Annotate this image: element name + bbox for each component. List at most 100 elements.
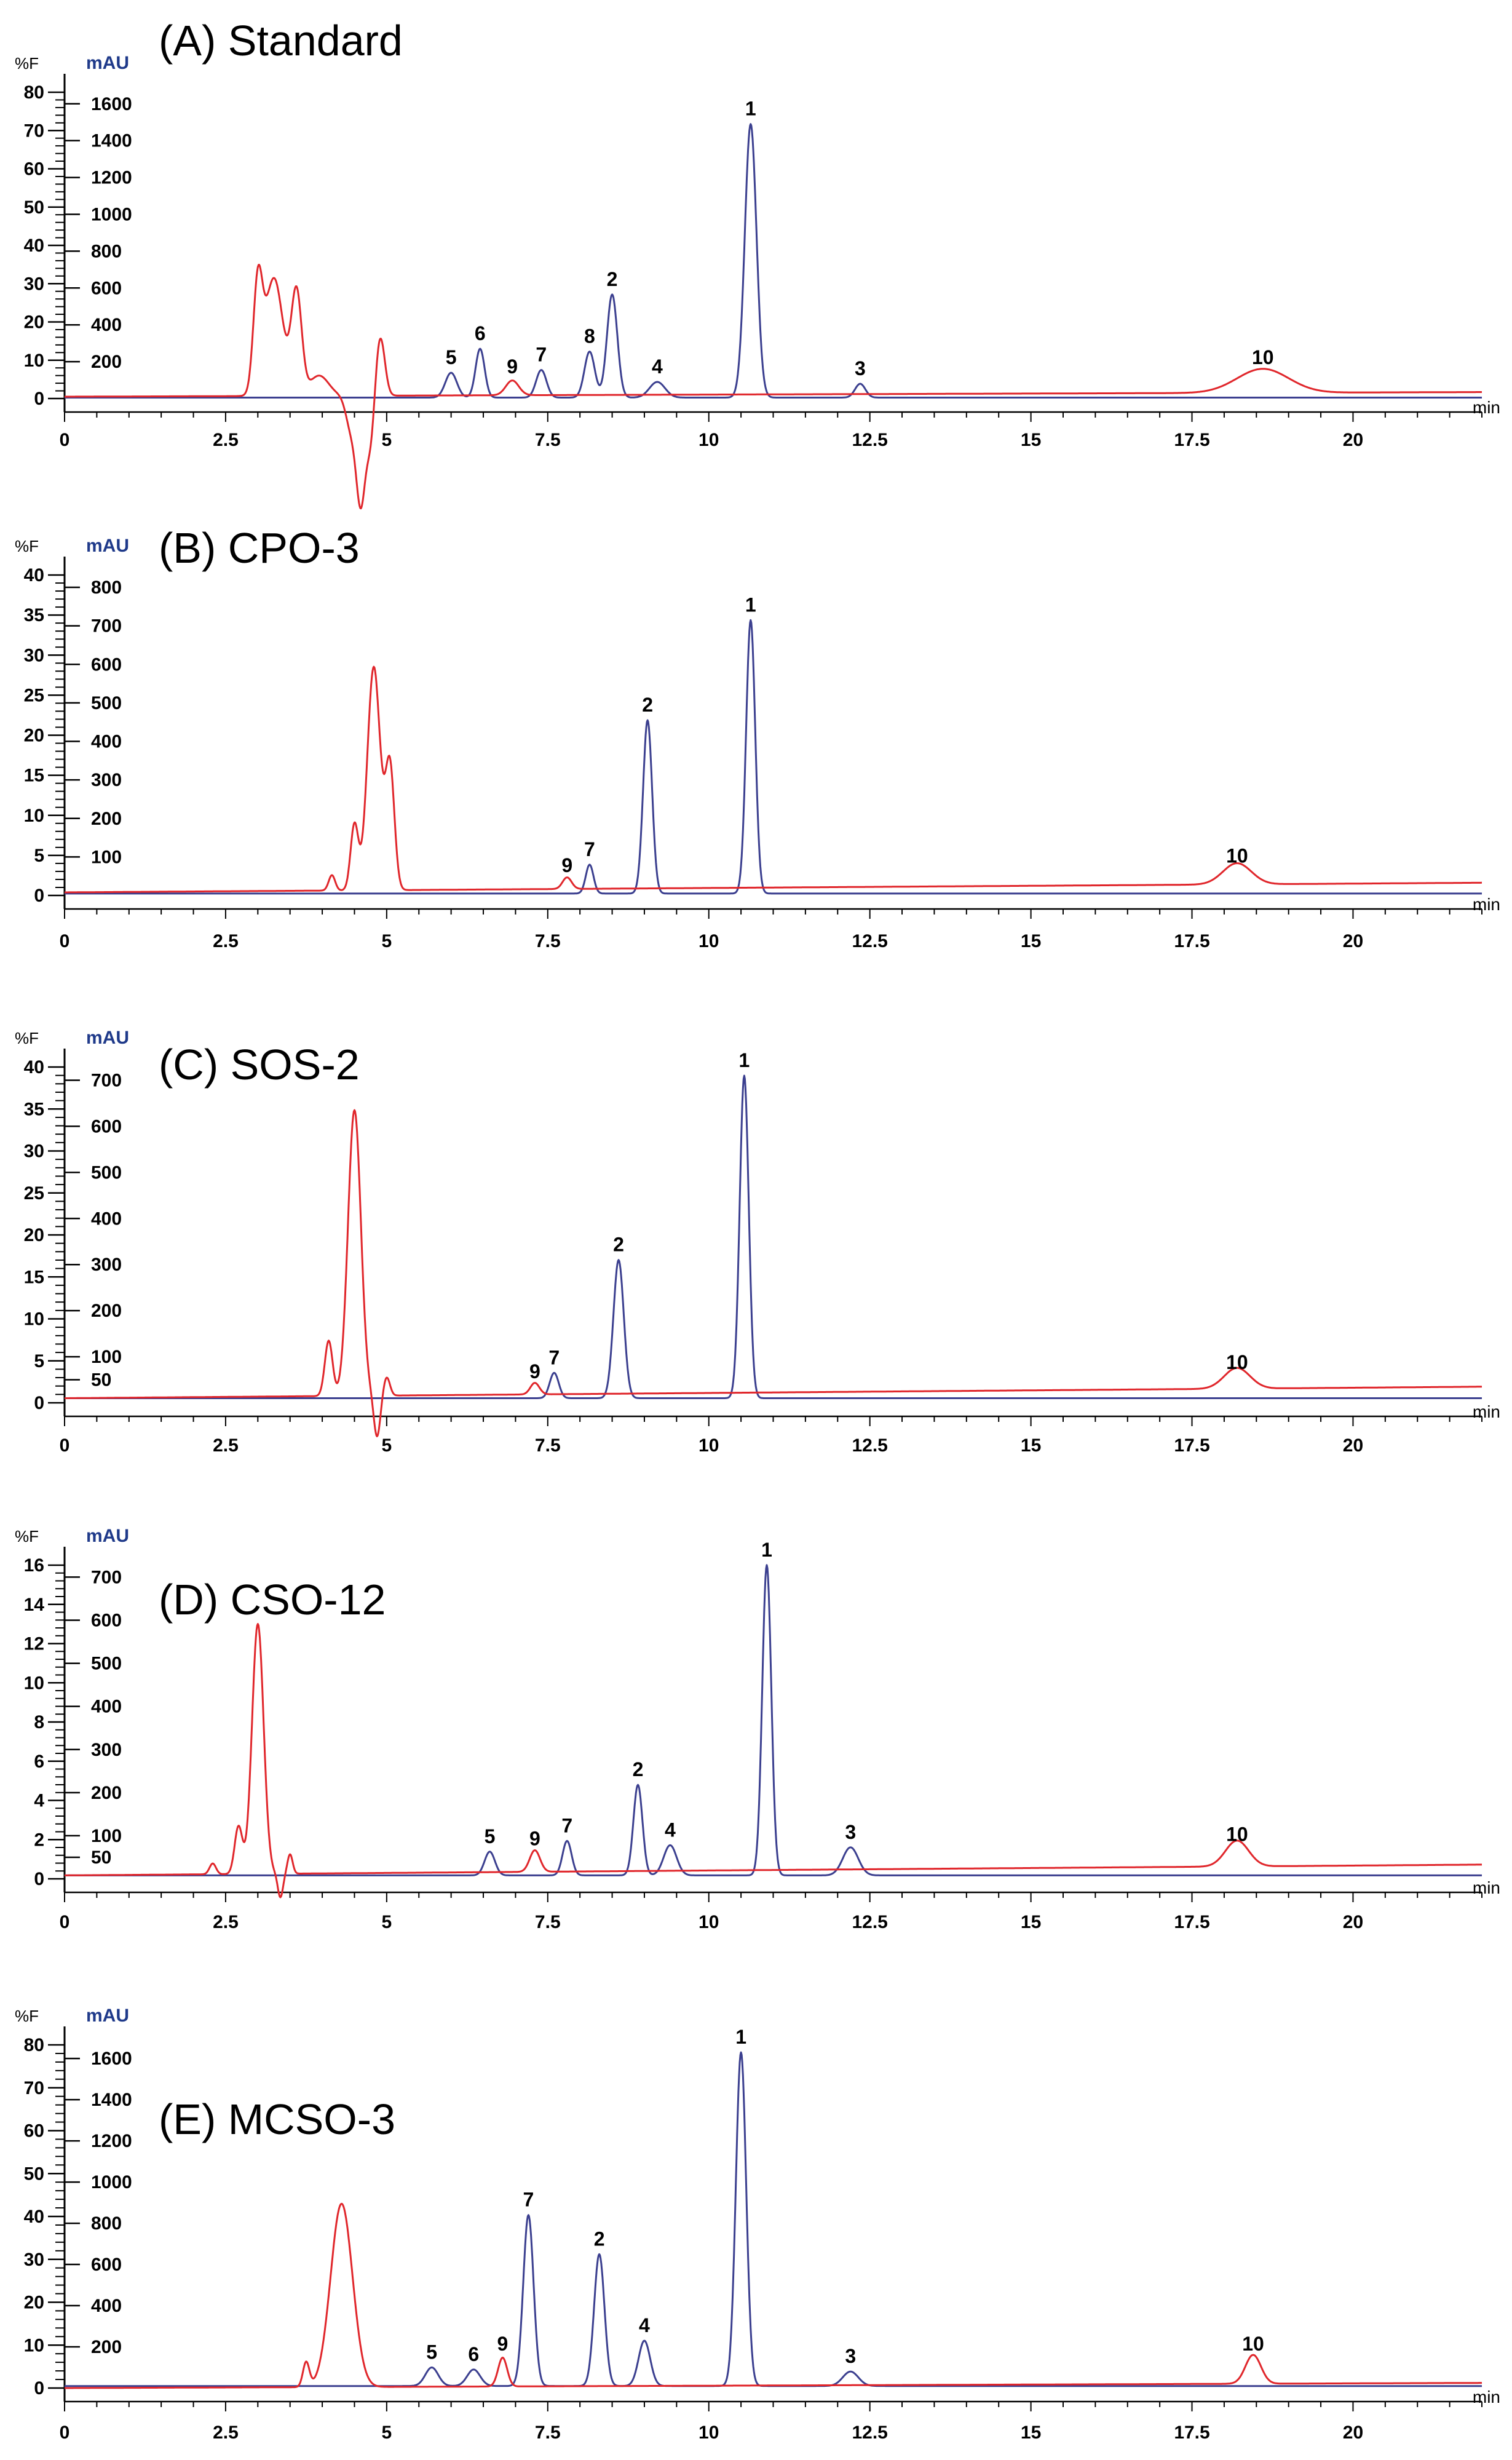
- peak-label: 2: [613, 1234, 624, 1256]
- peak-label: 7: [584, 838, 595, 860]
- right-axis-tick-label: 600: [91, 1116, 122, 1137]
- left-axis-tick-label: 10: [24, 1309, 44, 1330]
- x-axis-tick-label: 0: [60, 2422, 70, 2443]
- x-axis-tick-label: 10: [699, 2422, 719, 2443]
- right-axis-unit: mAU: [86, 1028, 129, 1048]
- right-axis-tick-label: 100: [91, 1826, 122, 1846]
- left-axis-tick-label: 70: [24, 121, 44, 141]
- left-axis-tick-label: 25: [24, 685, 44, 705]
- right-axis-tick-label: 1400: [91, 2090, 132, 2110]
- left-axis-tick-label: 70: [24, 2078, 44, 2098]
- left-axis-tick-label: 30: [24, 645, 44, 665]
- left-axis-tick-label: 5: [34, 1351, 44, 1371]
- right-axis-tick-label: 500: [91, 693, 122, 713]
- x-axis-tick-label: 2.5: [213, 1912, 239, 1932]
- left-axis-tick-label: 35: [24, 1099, 44, 1119]
- uv-trace: [64, 1074, 1482, 1399]
- x-axis-tick-label: 5: [382, 430, 392, 450]
- right-axis-tick-label: 300: [91, 1740, 122, 1760]
- x-axis-tick-label: 0: [60, 1435, 70, 1456]
- left-axis-tick-label: 15: [24, 766, 44, 786]
- left-axis-tick-label: 8: [34, 1712, 44, 1732]
- x-axis-tick-label: 15: [1021, 430, 1041, 450]
- x-axis-tick-label: 7.5: [535, 1435, 561, 1456]
- x-axis-tick-label: 10: [699, 430, 719, 450]
- peak-label: 10: [1252, 346, 1274, 368]
- peak-label: 1: [738, 1049, 750, 1071]
- x-axis-tick-label: 17.5: [1174, 2422, 1209, 2443]
- left-axis-tick-label: 40: [24, 2207, 44, 2227]
- x-axis-tick-label: 17.5: [1174, 1912, 1209, 1932]
- right-axis-tick-label: 50: [91, 1370, 111, 1391]
- x-axis-tick-label: 2.5: [213, 931, 239, 951]
- right-axis-tick-label: 600: [91, 2255, 122, 2275]
- left-axis-tick-label: 40: [24, 1057, 44, 1077]
- right-axis-tick-label: 200: [91, 809, 122, 829]
- left-axis-tick-label: 10: [24, 1673, 44, 1693]
- peak-label: 2: [633, 1758, 644, 1780]
- peak-label: 9: [507, 355, 518, 378]
- x-axis-tick-label: 20: [1343, 2422, 1363, 2443]
- peak-label: 4: [639, 2314, 650, 2336]
- x-axis-tick-label: 17.5: [1174, 1435, 1209, 1456]
- right-axis-tick-label: 1200: [91, 168, 132, 188]
- peak-label: 4: [665, 1819, 676, 1841]
- x-axis-tick-label: 5: [382, 2422, 392, 2443]
- x-axis-tick-label: 15: [1021, 1912, 1041, 1932]
- right-axis-unit: mAU: [86, 2006, 129, 2026]
- right-axis-tick-label: 400: [91, 2296, 122, 2316]
- peak-label: 10: [1226, 845, 1248, 867]
- x-axis-tick-label: 20: [1343, 1435, 1363, 1456]
- left-axis-tick-label: 25: [24, 1183, 44, 1204]
- left-axis-tick-label: 60: [24, 159, 44, 180]
- fluorescence-trace: [64, 1623, 1482, 1899]
- right-axis-tick-label: 500: [91, 1162, 122, 1183]
- peak-label: 1: [735, 2026, 746, 2048]
- left-axis-tick-label: 50: [24, 2164, 44, 2184]
- right-axis-tick-label: 700: [91, 1567, 122, 1587]
- left-axis-tick-label: 6: [34, 1752, 44, 1772]
- peak-label: 9: [529, 1827, 540, 1849]
- left-axis-unit: %F: [15, 1527, 39, 1545]
- x-axis-tick-label: 0: [60, 1912, 70, 1932]
- left-axis-tick-label: 10: [24, 806, 44, 826]
- right-axis-unit: mAU: [86, 536, 129, 556]
- right-axis-tick-label: 600: [91, 654, 122, 675]
- fluorescence-trace: [64, 665, 1482, 894]
- x-axis-tick-label: 15: [1021, 1435, 1041, 1456]
- right-axis-tick-label: 100: [91, 1347, 122, 1367]
- left-axis-tick-label: 30: [24, 274, 44, 294]
- x-axis-tick-label: 17.5: [1174, 430, 1209, 450]
- right-axis-tick-label: 1000: [91, 2172, 132, 2192]
- right-axis-tick-label: 1000: [91, 204, 132, 224]
- right-axis-tick-label: 400: [91, 1697, 122, 1717]
- right-axis-unit: mAU: [86, 53, 129, 73]
- right-axis-tick-label: 500: [91, 1654, 122, 1674]
- left-axis-tick-label: 16: [24, 1555, 44, 1576]
- right-axis-tick-label: 1400: [91, 131, 132, 151]
- left-axis-tick-label: 80: [24, 2035, 44, 2055]
- left-axis-tick-label: 10: [24, 351, 44, 371]
- peak-label: 3: [845, 2345, 856, 2367]
- x-axis-tick-label: 5: [382, 931, 392, 951]
- chart-panel-1: (A) Standard%F mAU01020304050607080200400…: [15, 17, 1500, 510]
- right-axis-tick-label: 200: [91, 1783, 122, 1803]
- peak-label: 5: [426, 2341, 437, 2363]
- fluorescence-trace: [64, 263, 1482, 510]
- right-axis-tick-label: 1600: [91, 2049, 132, 2069]
- x-axis-tick-label: 0: [60, 931, 70, 951]
- left-axis-tick-label: 40: [24, 236, 44, 256]
- peak-label: 9: [529, 1360, 540, 1383]
- x-axis-tick-label: 7.5: [535, 430, 561, 450]
- left-axis-tick-label: 40: [24, 565, 44, 585]
- peak-label: 10: [1226, 1351, 1248, 1373]
- chart-panel-2: (B) CPO-3%F mAU05101520253035401002003004…: [15, 524, 1500, 951]
- left-axis-tick-label: 12: [24, 1634, 44, 1654]
- right-axis-tick-label: 700: [91, 616, 122, 637]
- left-axis-tick-label: 14: [24, 1595, 45, 1615]
- right-axis-tick-label: 100: [91, 847, 122, 867]
- chart-title: (A) Standard: [159, 17, 403, 65]
- right-axis-tick-label: 300: [91, 1255, 122, 1275]
- right-axis-tick-label: 800: [91, 2213, 122, 2234]
